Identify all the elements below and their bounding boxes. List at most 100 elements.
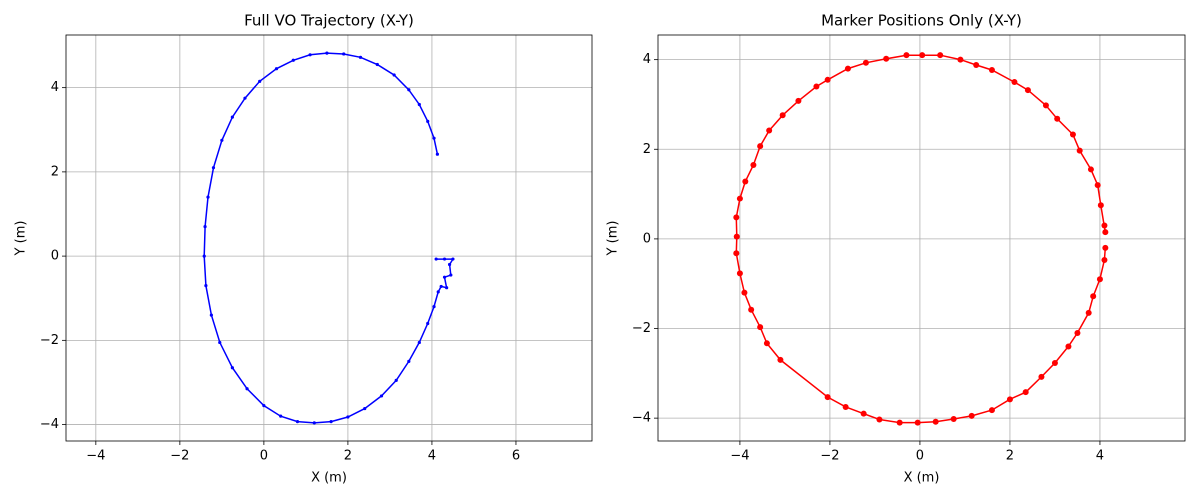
subplot: −4 −2 0 2 4 −4 −2 0 2 4 Marker Positions Only (X-Y… (606, 12, 1186, 486)
point-marker (733, 233, 740, 240)
point-marker (736, 270, 743, 277)
point-marker (375, 62, 379, 67)
point-marker (1024, 87, 1031, 94)
point-marker (417, 340, 421, 345)
x-tick-label: −2 (820, 449, 839, 464)
x-tick-label: 2 (1006, 449, 1014, 464)
point-marker (325, 51, 329, 55)
point-marker (914, 419, 921, 426)
point-marker (442, 257, 447, 261)
point-marker (432, 305, 436, 309)
point-marker (1102, 244, 1109, 251)
point-marker (218, 340, 222, 345)
point-marker (206, 195, 210, 199)
point-marker (204, 283, 208, 288)
point-marker (1102, 229, 1109, 236)
point-marker (434, 257, 438, 261)
point-marker (1065, 343, 1072, 350)
point-marker (766, 127, 773, 134)
y-tick-label: 2 (643, 142, 651, 157)
point-marker (329, 420, 333, 424)
point-marker (312, 421, 316, 425)
chart-title: Marker Positions Only (X-Y) (821, 12, 1022, 30)
point-marker (1094, 182, 1101, 189)
point-marker (308, 53, 312, 57)
point-marker (1085, 309, 1092, 316)
point-marker (230, 366, 234, 370)
point-marker (733, 250, 740, 257)
point-marker (1101, 256, 1108, 263)
point-marker (436, 290, 440, 294)
point-marker (439, 284, 443, 289)
subplot: −4 −2 0 2 4 6 −4 −2 0 2 4 Full VO Trajectory (X-Y) X… (14, 12, 593, 486)
point-marker (950, 416, 957, 423)
point-marker (844, 65, 851, 72)
y-tick-label: 2 (51, 164, 59, 179)
point-marker (451, 257, 455, 261)
point-marker (342, 52, 346, 56)
point-marker (777, 356, 784, 363)
point-marker (876, 416, 883, 423)
point-marker (211, 166, 216, 170)
point-marker (842, 403, 849, 410)
point-marker (1011, 79, 1018, 86)
x-tick-label: −4 (86, 449, 105, 464)
point-marker (209, 313, 213, 317)
point-marker (742, 178, 749, 185)
x-tick-label: 4 (428, 449, 436, 464)
point-marker (957, 56, 964, 63)
point-marker (896, 419, 903, 426)
chart-title: Full VO Trajectory (X-Y) (244, 12, 414, 30)
point-marker (407, 88, 411, 92)
point-marker (346, 415, 350, 419)
x-tick-label: 0 (260, 449, 268, 464)
y-tick-label: −4 (40, 417, 59, 432)
point-marker (883, 55, 890, 62)
point-marker (1076, 147, 1083, 154)
point-marker (220, 138, 224, 142)
point-marker (426, 321, 430, 326)
point-marker (1096, 276, 1103, 283)
point-marker (779, 112, 786, 119)
y-tick-label: 0 (51, 249, 59, 264)
point-marker (442, 275, 447, 279)
point-marker (736, 195, 743, 202)
point-marker (279, 414, 283, 418)
point-marker (741, 289, 748, 296)
point-marker (1069, 131, 1076, 138)
point-marker (363, 406, 367, 411)
x-tick-label: 4 (1096, 449, 1104, 464)
point-marker (973, 62, 980, 69)
point-marker (824, 394, 831, 401)
point-marker (202, 254, 206, 258)
point-marker (1074, 330, 1081, 337)
point-marker (932, 418, 939, 425)
y-tick-label: −2 (40, 333, 59, 348)
point-marker (435, 152, 439, 156)
point-marker (262, 404, 266, 408)
point-marker (1097, 202, 1104, 209)
point-marker (295, 420, 300, 424)
point-marker (1022, 389, 1029, 396)
point-marker (1051, 360, 1058, 367)
point-marker (258, 79, 262, 83)
point-marker (860, 410, 867, 417)
trajectory-line (203, 52, 455, 424)
point-marker (862, 59, 869, 66)
point-marker (748, 306, 755, 313)
point-marker (988, 407, 995, 414)
x-tick-label: −2 (170, 449, 189, 464)
y-tick-label: 4 (51, 80, 59, 95)
point-marker (733, 214, 740, 221)
point-marker (919, 52, 926, 59)
point-marker (750, 161, 757, 168)
point-marker (417, 102, 421, 107)
point-marker (1087, 166, 1094, 173)
point-marker (230, 115, 234, 119)
point-marker (937, 52, 944, 59)
point-marker (1006, 396, 1013, 403)
point-marker (445, 286, 449, 290)
y-tick-label: 4 (643, 52, 651, 67)
axes-frame (65, 34, 593, 442)
y-tick-label: 0 (643, 231, 651, 246)
